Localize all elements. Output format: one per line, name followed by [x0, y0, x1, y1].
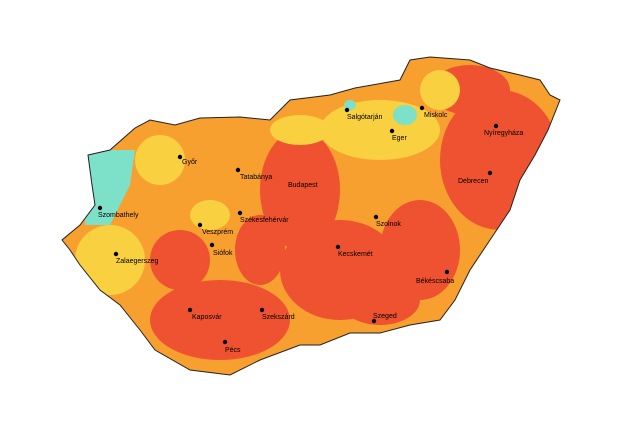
city-dot — [197, 222, 203, 228]
city-label: Szombathely — [98, 212, 139, 219]
city-dot — [419, 105, 425, 111]
city-label: Siófok — [213, 250, 233, 257]
city-label: Békéscsaba — [416, 278, 454, 285]
city-dot — [344, 107, 350, 113]
city-label: Zalaegerszeg — [116, 258, 159, 265]
city-label: Kaposvár — [192, 314, 222, 321]
city-label: Székesfehérvár — [240, 217, 289, 224]
city-label: Győr — [182, 159, 198, 166]
city-dot — [259, 307, 265, 313]
cities: Győr Tatabánya Budapest Szombathely Veszprém… — [97, 105, 523, 354]
city-label: Veszprém — [202, 229, 233, 236]
city-label: Salgótarján — [347, 114, 383, 121]
city-dot — [389, 128, 395, 134]
city-dot — [97, 205, 103, 211]
city-dot — [335, 244, 341, 250]
city-label: Nyíregyháza — [484, 130, 523, 137]
city-dot — [187, 307, 193, 313]
city-dot — [487, 170, 493, 176]
city-label: Miskolc — [424, 112, 448, 119]
city-dot — [235, 167, 241, 173]
city-dot — [113, 251, 119, 257]
city-label: Eger — [392, 135, 407, 142]
city-dot — [371, 318, 377, 324]
city-dot — [222, 339, 228, 345]
city-dot — [237, 210, 243, 216]
city-dot — [493, 123, 499, 129]
city-label: Budapest — [288, 182, 318, 189]
city-dot — [444, 269, 450, 275]
city-label: Szeged — [373, 313, 397, 320]
city-dot — [209, 242, 215, 248]
city-label: Szekszárd — [262, 314, 295, 321]
city-dot — [177, 154, 183, 160]
city-label: Szolnok — [376, 221, 401, 228]
city-label: Kecskemét — [338, 251, 373, 258]
city-label: Tatabánya — [240, 174, 272, 181]
city-label: Pécs — [225, 347, 241, 354]
city-dot — [373, 214, 379, 220]
city-label: Debrecen — [458, 178, 488, 185]
